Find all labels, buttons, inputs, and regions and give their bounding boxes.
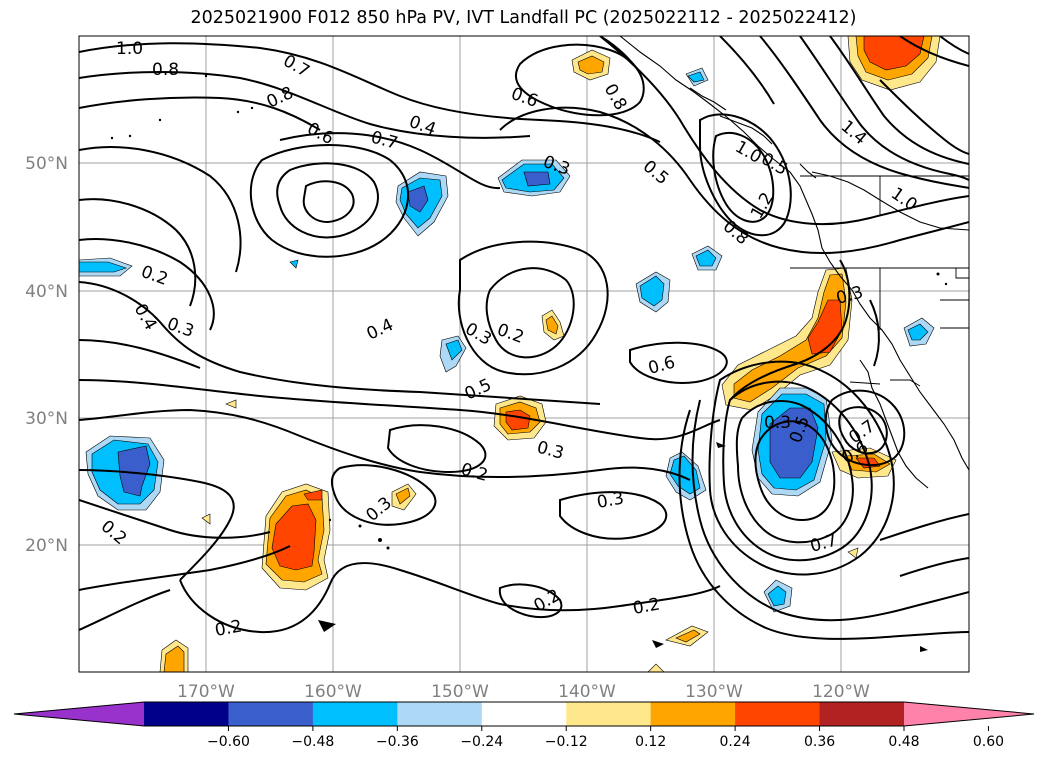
colorbar: −0.60 −0.48 −0.36 −0.24 −0.12 0.12 0.24 0.36 0.4…: [13, 701, 1035, 750]
longitude-labels: 170°W 160°W 150°W 140°W 130°W 120°W: [177, 682, 870, 702]
lon-label-170w: 170°W: [177, 682, 235, 702]
colorbar-tick-label: 0.12: [635, 734, 666, 750]
latitude-labels: 50°N 40°N 30°N 20°N: [25, 154, 68, 556]
colorbar-swatch: [397, 702, 483, 726]
map-title: 2025021900 F012 850 hPa PV, IVT Landfall…: [190, 8, 857, 28]
colorbar-swatch: [735, 702, 821, 726]
colorbar-tick-label: −0.24: [460, 734, 503, 750]
colorbar-swatch: [144, 702, 229, 726]
contour-label: 0.2: [213, 617, 243, 641]
contour-label: 0.3: [595, 489, 625, 513]
colorbar-tick-label: −0.12: [545, 734, 588, 750]
political-borders: [790, 175, 969, 387]
pv-contours: [79, 36, 969, 640]
colorbar-swatch: [819, 702, 905, 726]
colorbar-extend-min: [14, 702, 144, 726]
contour-label: 0.8: [152, 60, 179, 80]
contour-label: 1.0: [116, 39, 143, 59]
colorbar-tick-label: 0.48: [888, 734, 919, 750]
contour-label: 0.3: [764, 413, 791, 433]
colorbar-tick-label: −0.48: [291, 734, 334, 750]
lat-label-50n: 50°N: [25, 154, 68, 174]
colorbar-outline: [13, 701, 1035, 727]
colorbar-swatch: [481, 702, 567, 726]
lon-label-120w: 120°W: [812, 682, 870, 702]
lon-label-150w: 150°W: [431, 682, 489, 702]
lat-label-40n: 40°N: [25, 282, 68, 302]
colorbar-swatch: [312, 702, 398, 726]
colorbar-tick-label: −0.36: [376, 734, 419, 750]
map-frame: [78, 35, 970, 673]
lon-label-160w: 160°W: [304, 682, 362, 702]
lon-label-140w: 140°W: [558, 682, 616, 702]
colorbar-extend-max: [904, 702, 1034, 726]
lon-label-130w: 130°W: [685, 682, 743, 702]
positive-shading: [159, 36, 941, 672]
colorbar-tick-label: 0.60: [973, 734, 1004, 750]
colorbar-swatch: [650, 702, 736, 726]
lat-label-30n: 30°N: [25, 409, 68, 429]
colorbar-swatch: [228, 702, 314, 726]
contour-label: 0.2: [631, 595, 661, 619]
colorbar-tick-label: 0.36: [804, 734, 835, 750]
map-panel: 1.0 0.8 0.7 0.8 0.6 0.7 0.4 0.3 0.6 0.8 …: [78, 35, 970, 673]
colorbar-tick-label: −0.60: [207, 734, 250, 750]
colorbar-swatch: [566, 702, 652, 726]
colorbar-tick-label: 0.24: [720, 734, 751, 750]
negative-shading: [79, 67, 935, 613]
lat-label-20n: 20°N: [25, 536, 68, 556]
